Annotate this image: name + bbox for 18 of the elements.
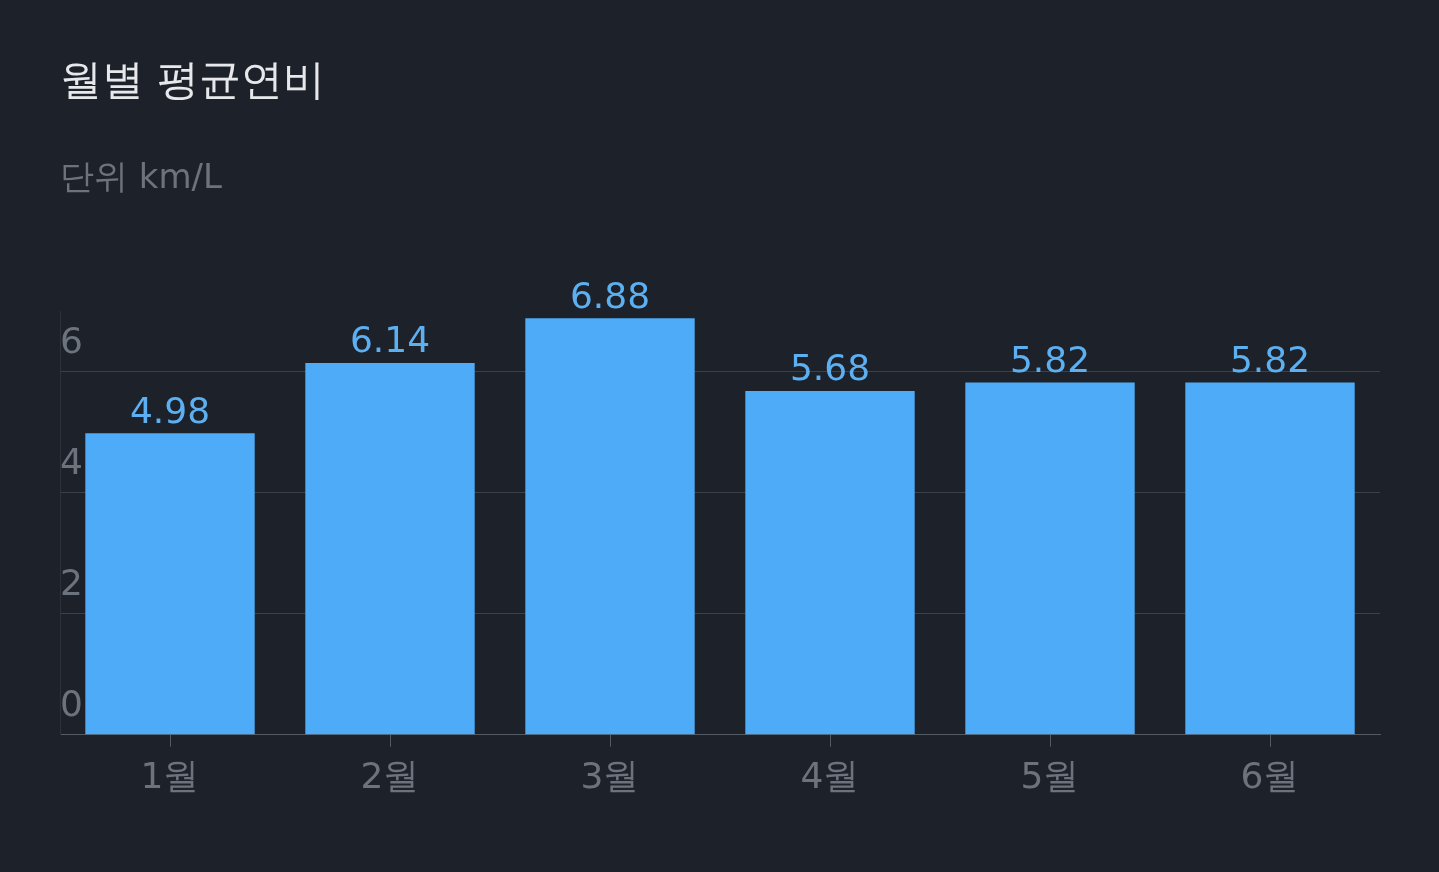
data-label: 5.82 bbox=[1009, 338, 1091, 380]
y-tick-label: 6 bbox=[60, 319, 83, 361]
chart-subtitle: 단위 km/L bbox=[60, 155, 223, 198]
data-label: 5.68 bbox=[789, 347, 871, 389]
data-label: 5.82 bbox=[1229, 338, 1311, 380]
data-label: 6.14 bbox=[349, 319, 431, 361]
x-tick-label: 6월 bbox=[1240, 754, 1300, 796]
x-tick-label: 5월 bbox=[1020, 754, 1080, 796]
x-tick-label: 2월 bbox=[360, 754, 420, 796]
x-tick-label: 3월 bbox=[580, 754, 640, 796]
data-label: 6.88 bbox=[569, 274, 651, 316]
y-tick-label: 0 bbox=[60, 683, 83, 725]
y-tick-label: 2 bbox=[60, 562, 83, 604]
chart-title: 월별 평균연비 bbox=[60, 54, 326, 106]
x-tick-label: 1월 bbox=[140, 754, 200, 796]
x-tick-label: 4월 bbox=[800, 754, 860, 796]
data-label: 4.98 bbox=[129, 389, 211, 431]
y-tick-label: 4 bbox=[60, 440, 83, 482]
